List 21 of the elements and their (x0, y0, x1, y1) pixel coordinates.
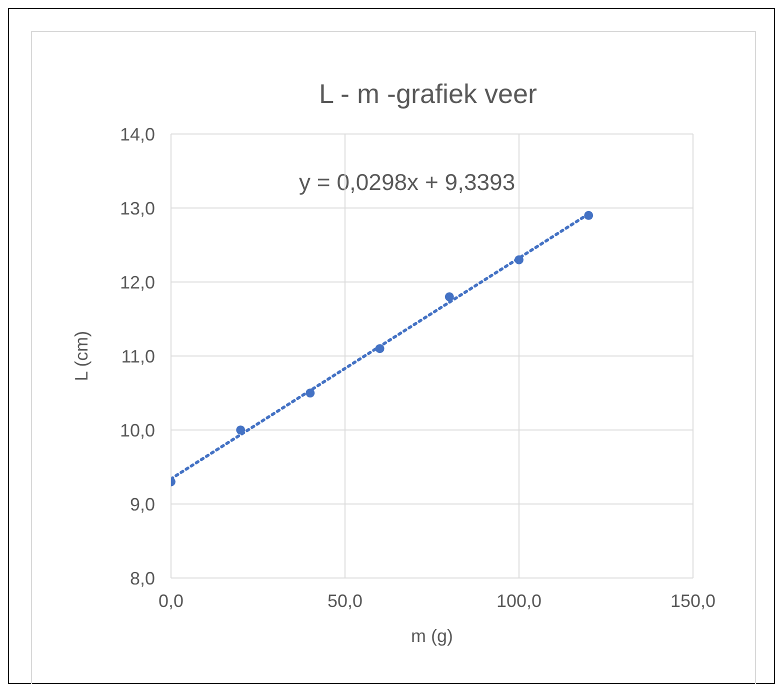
point (514, 255, 524, 264)
x-tick-label: 0,0 (158, 590, 184, 611)
point (375, 344, 384, 354)
y-axis-title: L (cm) (71, 330, 92, 382)
y-tick-label: 14,0 (120, 124, 155, 144)
point (444, 292, 454, 302)
annotation: y = 0,0298x + 9,3393 (299, 169, 516, 196)
x-tick-label: 150,0 (670, 590, 716, 611)
x-tick-label: 50,0 (327, 590, 363, 611)
chart-title: L - m -grafiek veer (318, 79, 538, 110)
y-tick-label: 11,0 (121, 346, 155, 366)
y-tick-label: 12,0 (120, 272, 155, 292)
point (584, 210, 594, 220)
x-axis-title: m (g) (411, 626, 453, 646)
y-tick-label: 8,0 (130, 568, 155, 588)
point (236, 425, 246, 435)
y-tick-label: 10,0 (120, 420, 155, 440)
x-tick-label: 100,0 (496, 590, 542, 611)
y-tick-label: 9,0 (130, 494, 155, 514)
y-tick-label: 13,0 (120, 198, 155, 218)
point (306, 388, 315, 398)
